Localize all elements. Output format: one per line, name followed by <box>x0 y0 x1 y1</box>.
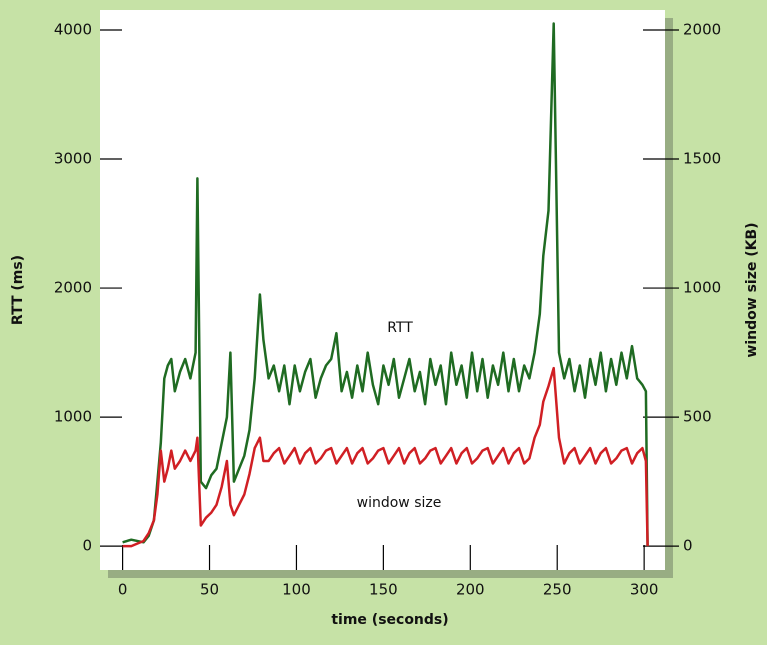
x-tick-label: 50 <box>200 581 219 599</box>
y2-tick-label: 2000 <box>683 21 721 39</box>
x-tick-label: 200 <box>456 581 485 599</box>
x-tick-label: 250 <box>543 581 572 599</box>
x-axis-label: time (seconds) <box>331 612 448 628</box>
y2-axis-label: window size (KB) <box>744 222 760 357</box>
plot-area <box>100 10 665 570</box>
y2-tick-label: 500 <box>683 408 712 426</box>
annotation: window size <box>357 495 442 511</box>
series-line <box>122 366 649 548</box>
y-tick-label: 4000 <box>54 21 92 39</box>
y-tick-label: 3000 <box>54 150 92 168</box>
x-tick-label: 0 <box>118 581 128 599</box>
x-tick-label: 300 <box>630 581 659 599</box>
y-tick-label: 1000 <box>54 408 92 426</box>
y-tick-label: 0 <box>82 537 92 555</box>
y-tick-label: 2000 <box>54 279 92 297</box>
y2-tick-label: 1000 <box>683 279 721 297</box>
y-axis-label: RTT (ms) <box>10 255 26 325</box>
x-tick-label: 100 <box>282 581 311 599</box>
x-tick-label: 150 <box>369 581 398 599</box>
y2-tick-label: 1500 <box>683 150 721 168</box>
series-line <box>122 22 649 547</box>
annotation: RTT <box>387 320 413 336</box>
y2-tick-label: 0 <box>683 537 693 555</box>
